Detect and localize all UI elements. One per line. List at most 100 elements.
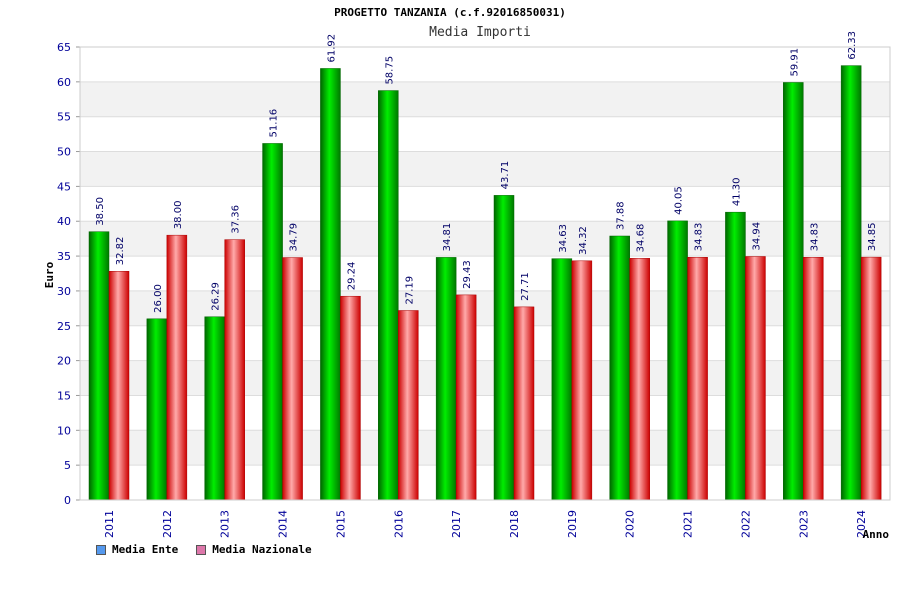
bar-value-label: 27.19 (404, 276, 415, 305)
bar-media-nazionale (629, 258, 650, 501)
bar-value-label: 34.85 (867, 222, 878, 251)
bar-value-label: 26.29 (211, 282, 222, 311)
bar-media-ente (88, 231, 110, 501)
bar-value-label: 34.32 (578, 226, 589, 255)
grid-band (80, 325, 890, 361)
x-tick-label: 2017 (450, 510, 463, 538)
x-tick-label: 2014 (277, 510, 290, 538)
bar-value-label: 40.05 (674, 186, 685, 215)
y-tick-label: 0 (64, 494, 71, 507)
y-tick-label: 30 (57, 285, 71, 298)
bar-value-label: 37.36 (231, 205, 242, 234)
bar-media-ente (435, 257, 457, 501)
bar-value-label: 41.30 (731, 178, 742, 207)
y-tick-label: 55 (57, 111, 71, 124)
x-tick-label: 2023 (797, 510, 810, 538)
bar-value-label: 26.00 (153, 284, 164, 313)
bar-media-ente (262, 143, 283, 501)
grid-band (80, 81, 890, 117)
bar-media-ente (320, 68, 341, 501)
bar-media-nazionale (282, 257, 303, 501)
bar-media-nazionale (860, 256, 882, 501)
y-tick-label: 5 (64, 459, 71, 472)
grid-band (80, 430, 890, 466)
chart-title: PROGETTO TANZANIA (c.f.92016850031) (334, 6, 566, 19)
x-axis-label: Anno (863, 528, 890, 541)
grid-band (80, 47, 890, 82)
x-tick-label: 2011 (103, 510, 116, 538)
bar-value-label: 34.83 (694, 223, 705, 252)
bar-media-ente (204, 316, 225, 501)
bar-media-nazionale (803, 257, 824, 501)
y-tick-label: 65 (57, 41, 71, 54)
bar-value-label: 61.92 (326, 34, 337, 63)
y-tick-label: 20 (57, 355, 71, 368)
data-labels: 38.50 32.82 26.00 38.00 26.29 37.36 51.16 34.79… (95, 31, 878, 313)
bar-media-nazionale (571, 260, 593, 501)
x-tick-label: 2015 (334, 510, 347, 538)
bar-media-ente (840, 65, 862, 501)
x-tick-label: 2024 (855, 510, 868, 538)
bar-media-nazionale (745, 256, 766, 501)
legend-item-media-ente: Media Ente (96, 543, 178, 556)
bar-media-nazionale (224, 239, 245, 501)
bars (88, 65, 882, 501)
bar-value-label: 29.43 (462, 260, 473, 289)
bar-media-nazionale (687, 257, 708, 501)
bar-media-ente (725, 211, 746, 501)
legend-label-media-ente: Media Ente (112, 543, 179, 556)
bar-media-nazionale (166, 234, 188, 501)
grid-band (80, 151, 890, 187)
y-tick-label: 25 (57, 320, 71, 333)
bar-media-nazionale (108, 271, 130, 501)
bar-value-label: 62.33 (847, 31, 858, 60)
grid-band (80, 290, 890, 326)
y-axis-label: Euro (43, 261, 56, 288)
x-tick-label: 2021 (682, 510, 695, 538)
bar-media-nazionale (340, 295, 361, 501)
x-tick-label: 2019 (566, 510, 579, 538)
chart-subtitle: Media Importi (429, 25, 531, 40)
bar-value-label: 34.79 (289, 223, 300, 252)
legend-item-media-nazionale: Media Nazionale (196, 543, 312, 556)
bar-media-ente (146, 318, 168, 501)
bar-value-label: 34.68 (636, 224, 647, 253)
bar-media-ente (783, 82, 804, 501)
bar-value-label: 34.81 (442, 223, 453, 252)
bar-media-nazionale (455, 294, 477, 501)
bar-value-label: 51.16 (269, 109, 280, 138)
bar-media-ente (609, 235, 630, 501)
grid-band (80, 186, 890, 222)
axes: 0 5 10 15 20 25 30 35 40 45 50 55 60 65 2011 2012 2013 20… (43, 41, 891, 541)
bar-value-label: 34.94 (751, 222, 762, 251)
grid-band (80, 360, 890, 396)
y-tick-label: 40 (57, 215, 71, 228)
bar-value-label: 29.24 (346, 262, 357, 291)
bar-media-nazionale (398, 310, 419, 501)
bar-value-label: 58.75 (384, 56, 395, 85)
bar-media-ente (378, 90, 399, 501)
y-tick-label: 10 (57, 424, 71, 437)
bar-media-nazionale (513, 306, 535, 501)
bar-value-label: 34.63 (558, 224, 569, 253)
grid (80, 46, 890, 501)
legend-swatch-media-nazionale (196, 544, 207, 555)
bar-value-label: 38.00 (173, 201, 184, 230)
x-tick-label: 2013 (219, 510, 232, 538)
y-tick-label: 15 (57, 389, 71, 402)
grid-band (80, 116, 890, 152)
bar-value-label: 43.71 (500, 161, 511, 190)
bar-value-label: 34.83 (809, 223, 820, 252)
legend-label-media-nazionale: Media Nazionale (212, 543, 312, 556)
bar-value-label: 37.88 (616, 201, 627, 230)
y-tick-label: 60 (57, 76, 71, 89)
bar-media-ente (551, 258, 573, 501)
grid-band (80, 221, 890, 257)
bar-value-label: 59.91 (789, 48, 800, 77)
legend: Media Ente Media Nazionale (96, 543, 312, 556)
x-tick-label: 2012 (161, 510, 174, 538)
plot-frame (79, 46, 891, 501)
x-tick-label: 2020 (624, 510, 637, 538)
y-tick-label: 35 (57, 250, 71, 263)
